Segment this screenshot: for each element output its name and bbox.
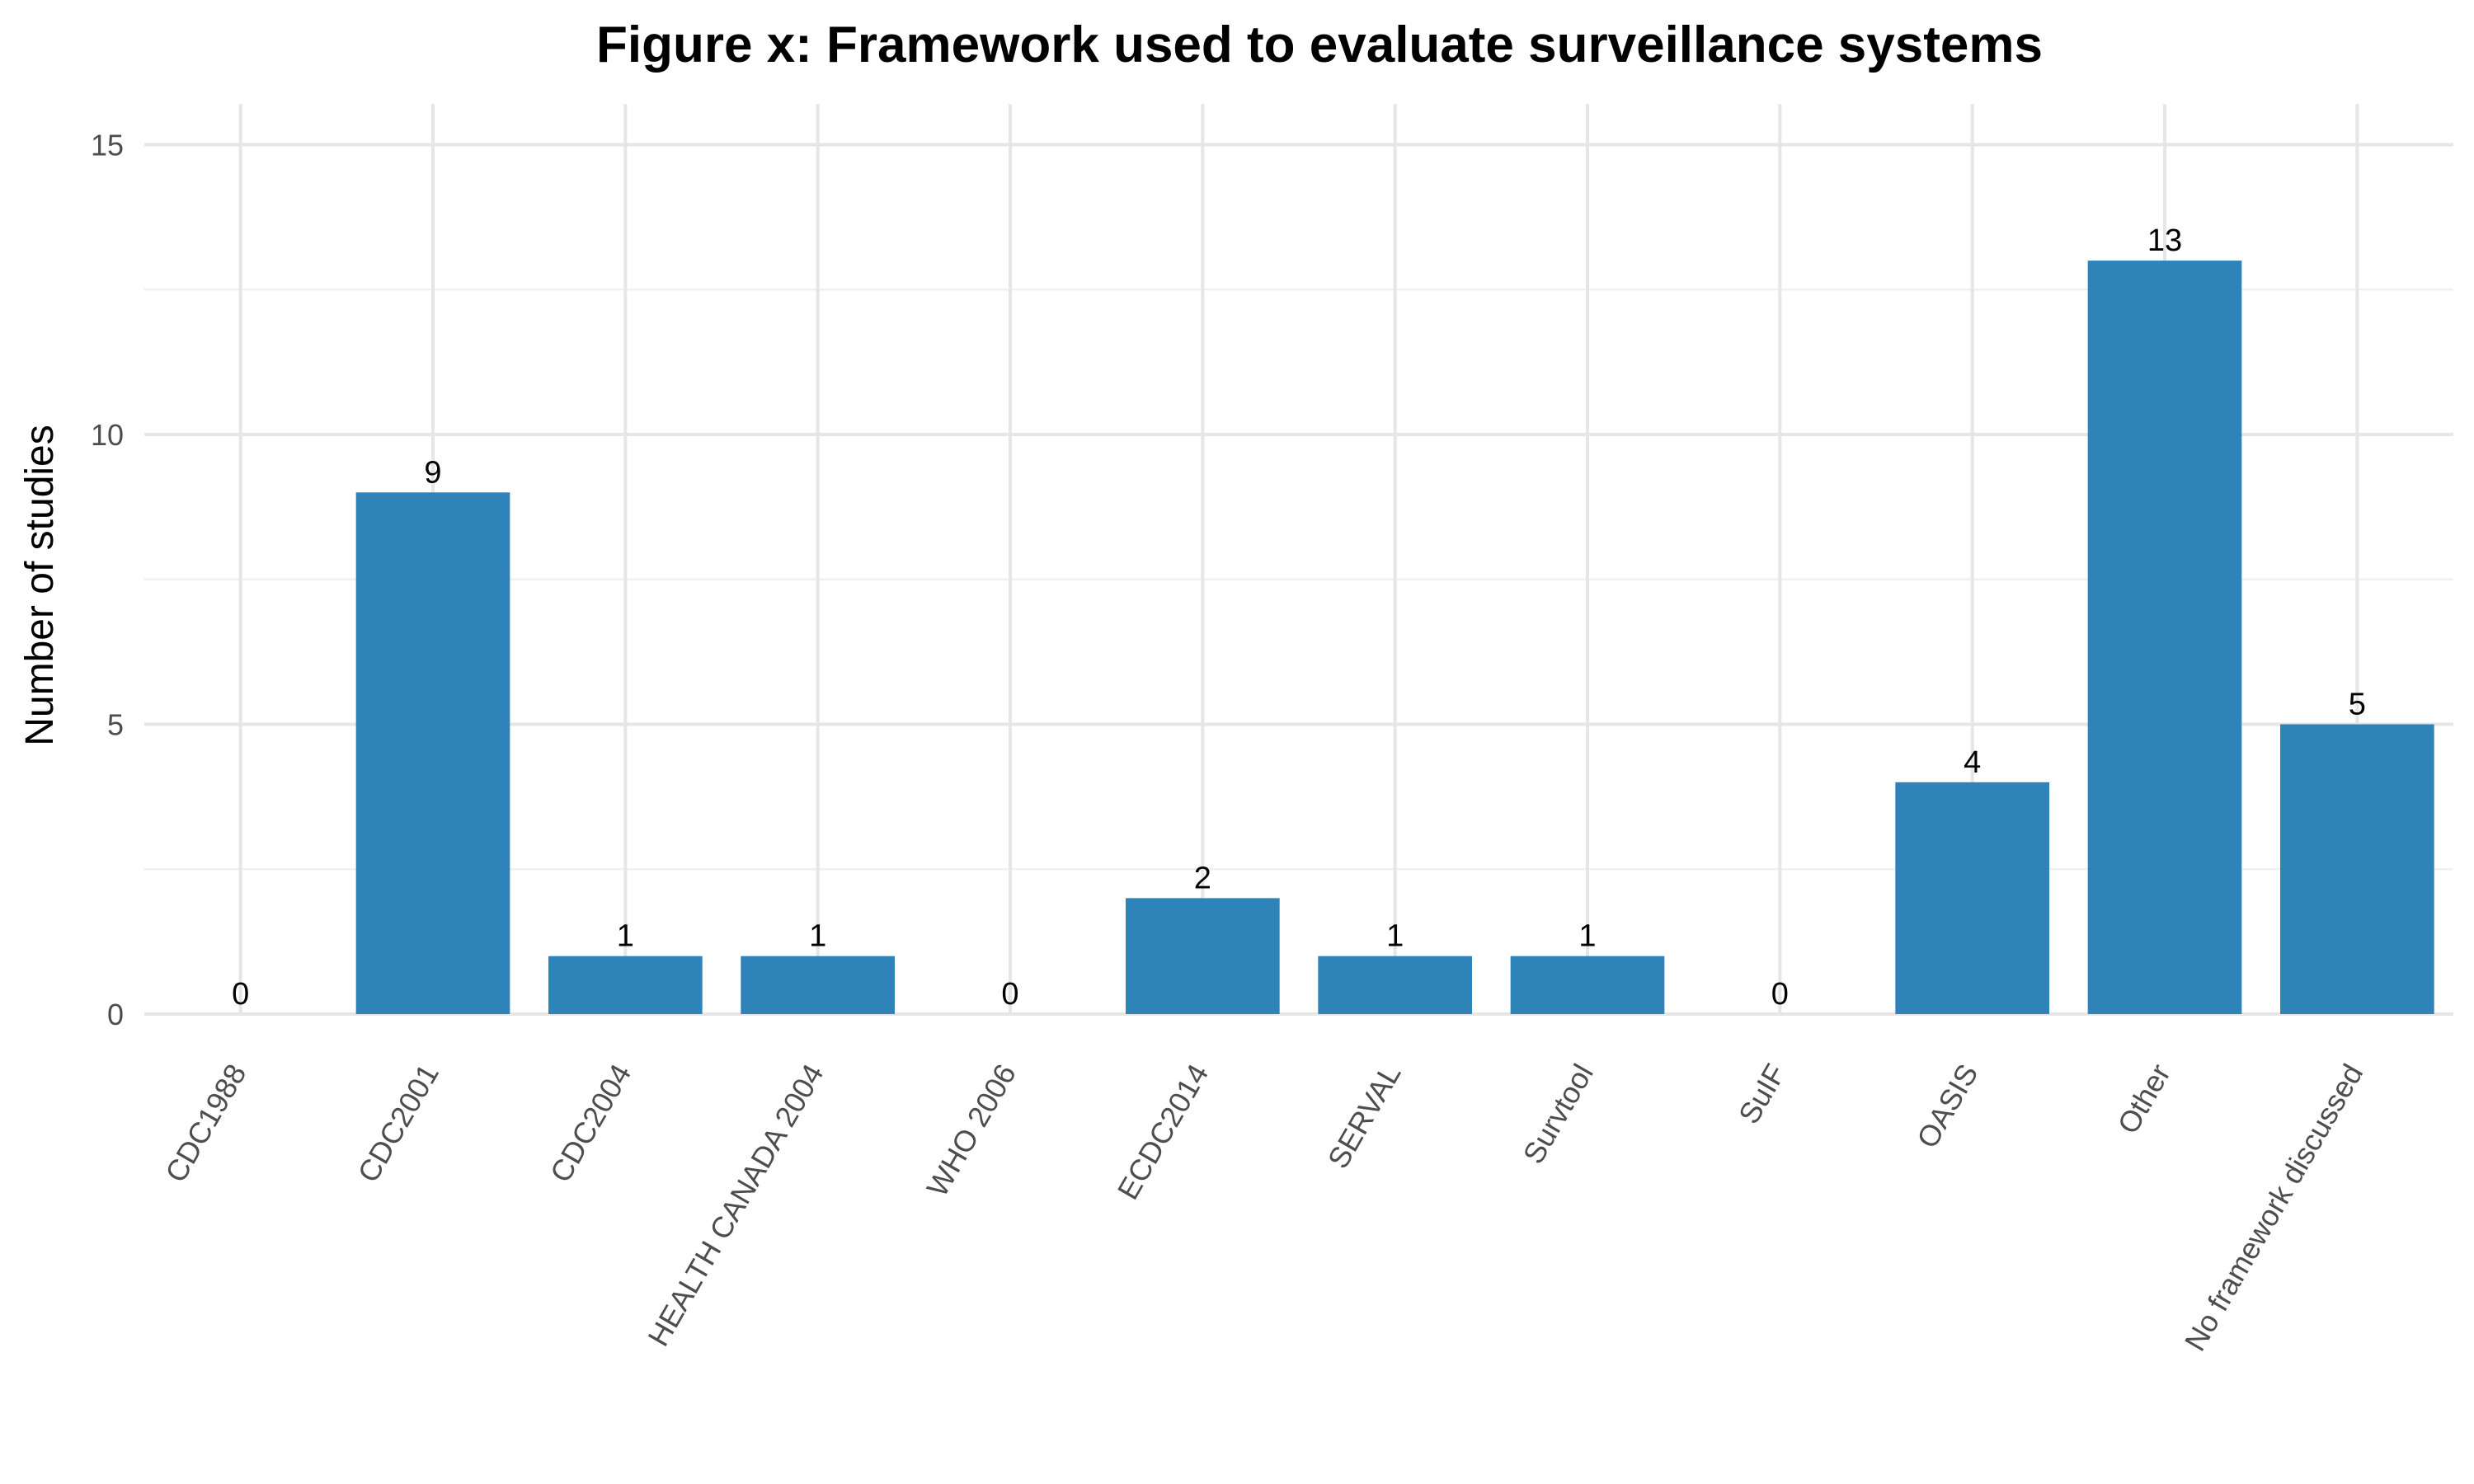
bar (2087, 261, 2242, 1015)
y-tick-label: 0 (107, 998, 124, 1031)
x-tick-label: No framework discussed (2178, 1059, 2370, 1357)
data-label: 0 (1771, 977, 1789, 1012)
x-tick-label: WHO 2006 (920, 1059, 1023, 1203)
x-tick-label: CDC2004 (543, 1059, 638, 1188)
data-label: 13 (2147, 223, 2182, 258)
data-label: 2 (1194, 861, 1211, 895)
x-tick-label: Survtool (1516, 1059, 1600, 1170)
bars (355, 261, 2434, 1015)
y-tick-labels: 0 5 10 15 (91, 129, 124, 1032)
bar (1126, 898, 1280, 1014)
bar (355, 492, 510, 1014)
data-labels: 0 9 1 1 0 2 1 1 0 4 13 5 (232, 223, 2366, 1012)
data-label: 9 (424, 455, 441, 490)
data-label: 0 (1001, 977, 1018, 1012)
bar (1318, 956, 1472, 1014)
x-tick-label: HEALTH CANADA 2004 (641, 1059, 830, 1352)
y-tick-label: 15 (91, 129, 124, 162)
x-tick-label: ECDC2014 (1111, 1059, 1216, 1205)
bar (548, 956, 703, 1014)
bar (741, 956, 895, 1014)
chart-title: Figure x: Framework used to evaluate sur… (596, 16, 2043, 73)
y-axis-label: Number of studies (18, 425, 62, 746)
data-label: 4 (1964, 745, 1981, 780)
data-label: 1 (809, 919, 826, 954)
x-tick-label: Other (2110, 1059, 2177, 1139)
data-label: 1 (1386, 919, 1404, 954)
x-tick-labels: CDC1988 CDC2001 CDC2004 HEALTH CANADA 2004 W… (158, 1059, 2369, 1357)
y-tick-label: 10 (91, 418, 124, 452)
x-tick-label: OASIS (1910, 1059, 1985, 1154)
x-tick-label: CDC1988 (158, 1059, 253, 1188)
bar (1510, 956, 1665, 1014)
x-tick-label: SERVAL (1321, 1059, 1408, 1175)
bar (1895, 782, 2049, 1014)
x-tick-label: CDC2001 (350, 1059, 445, 1188)
data-label: 0 (232, 977, 249, 1012)
x-tick-label: SuIF (1732, 1059, 1793, 1129)
bar (2280, 724, 2434, 1014)
data-label: 5 (2349, 688, 2366, 722)
data-label: 1 (1578, 919, 1596, 954)
y-tick-label: 5 (107, 708, 124, 742)
data-label: 1 (617, 919, 634, 954)
